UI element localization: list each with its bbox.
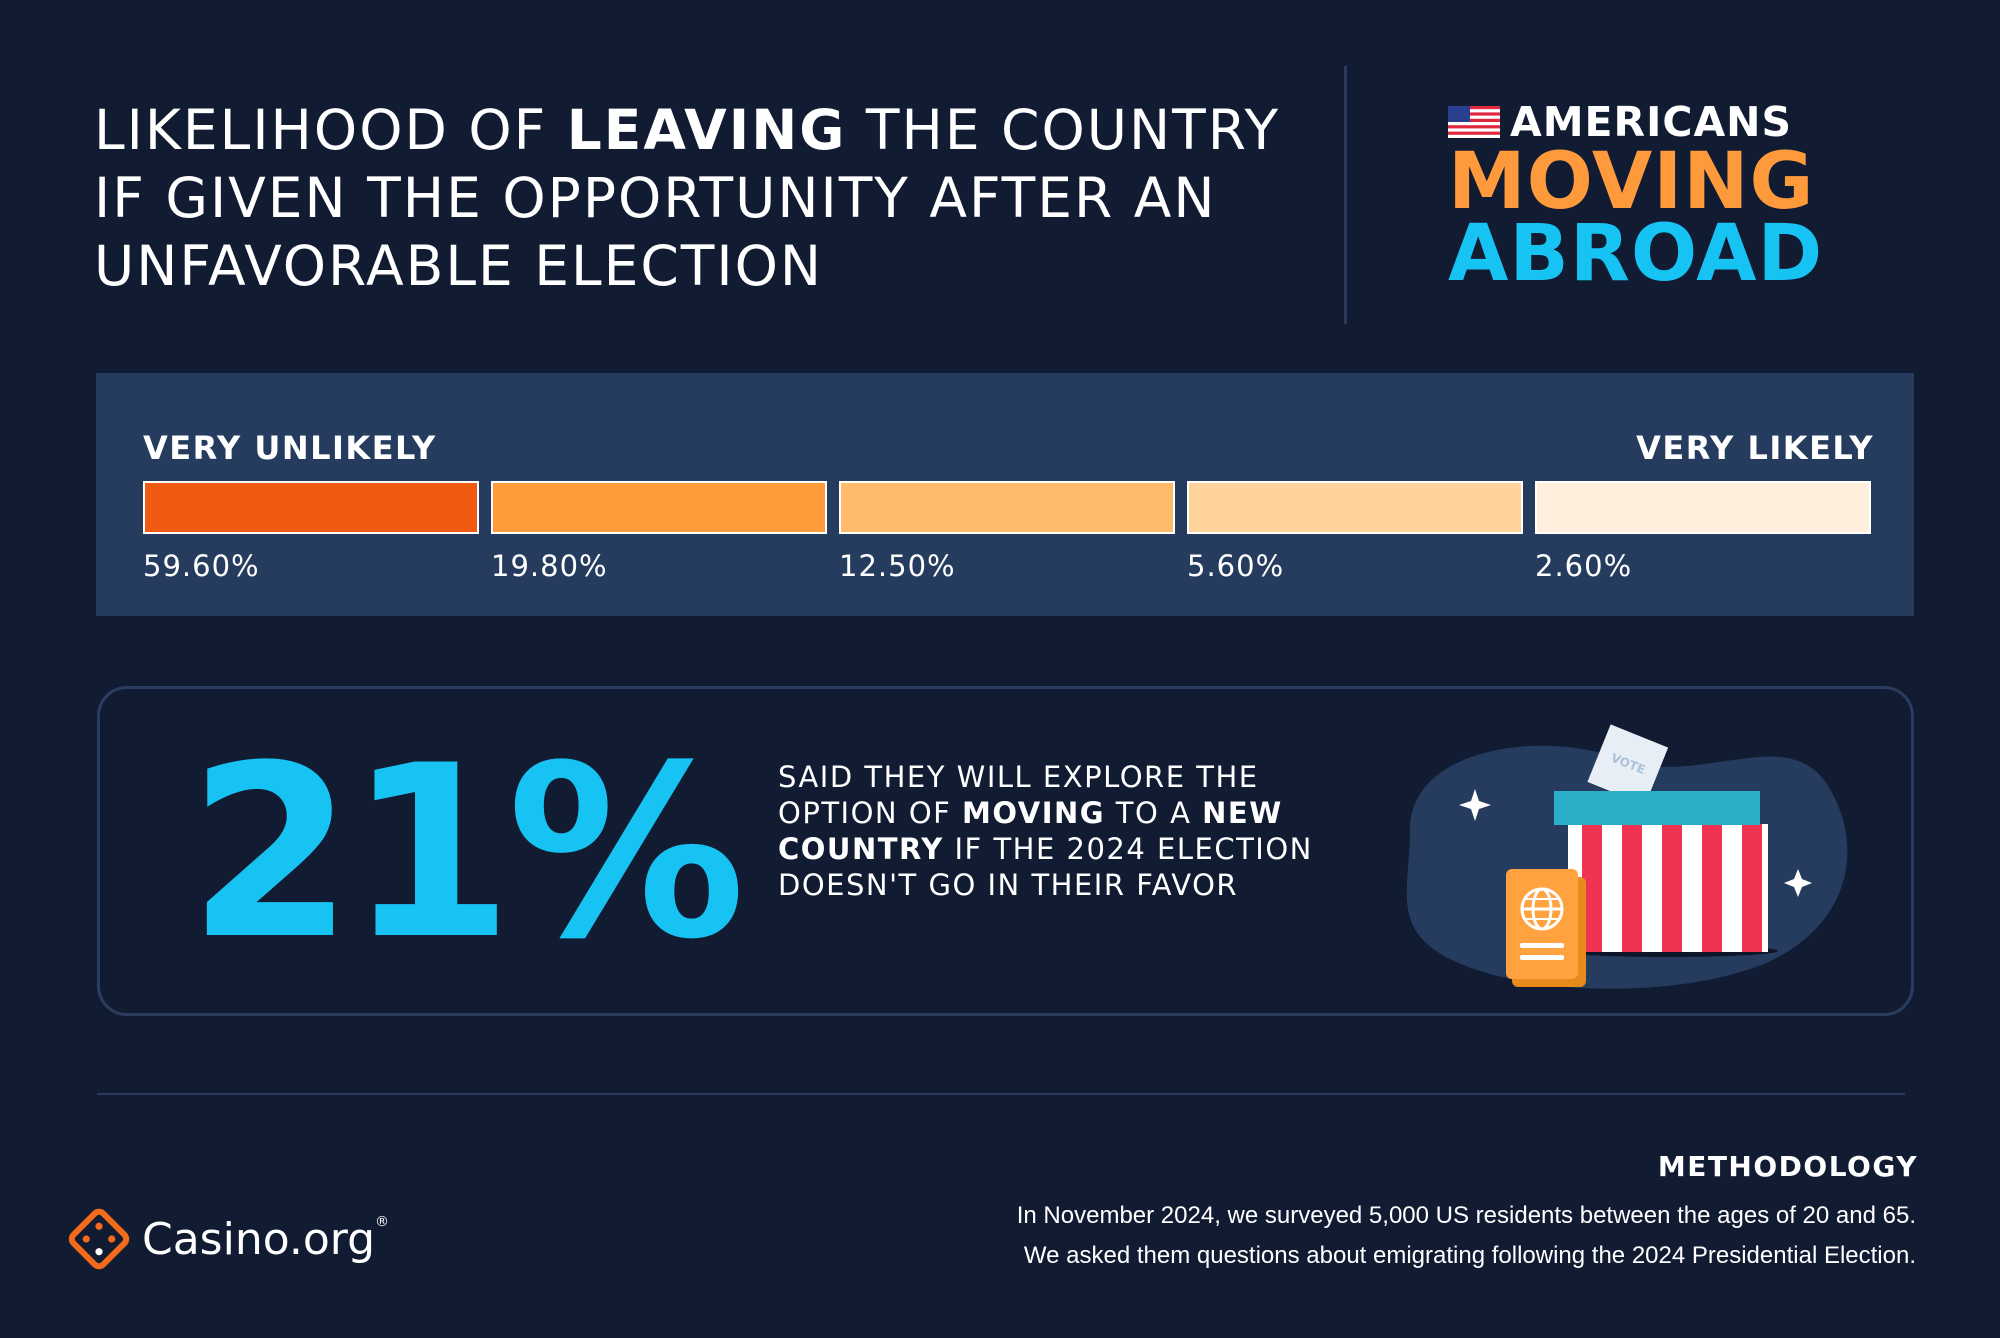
big-stat-21-percent: 21% [188,715,746,992]
scale-value-label-2: 19.80% [491,549,608,583]
registered-mark: ® [375,1213,390,1230]
scale-label-very-unlikely: VERY UNLIKELY [143,429,437,467]
scale-segment-2 [491,481,827,534]
methodology-text: In November 2024, we surveyed 5,000 US r… [816,1196,1916,1276]
methodology-line-1: In November 2024, we surveyed 5,000 US r… [1016,1202,1916,1229]
header-divider [1344,66,1347,324]
casino-org-logo[interactable]: Casino.org® [66,1206,389,1272]
ballot-paper: VOTE [1587,724,1669,806]
methodology-title: METHODOLOGY [1657,1150,1918,1183]
stat-desc-text-2: TO A [1105,796,1203,830]
scale-segment-3 [839,481,1175,534]
brand-moving: MOVING [1448,137,1815,227]
title-text-1: LIKELIHOOD OF [94,98,567,162]
scale-segment-4 [1187,481,1523,534]
likelihood-scale-panel: VERY UNLIKELY VERY LIKELY 59.60% 19.80% 12… [96,373,1914,616]
us-flag-icon [1448,106,1500,138]
footer-divider [97,1093,1905,1095]
logo-text: Casino.org® [142,1213,390,1265]
stat-desc-text-1: SAID THEY WILL EXPLORE THE OPTION OF [778,760,1259,830]
brand-abroad: ABROAD [1448,209,1824,299]
sparkle-icon [1784,869,1812,897]
scale-value-label-1: 59.60% [143,549,260,583]
page-title: LIKELIHOOD OF LEAVING THE COUNTRY IF GIV… [94,96,1334,300]
title-bold-leaving: LEAVING [566,98,847,162]
ballot-box-lid [1554,791,1760,825]
title-text-2: THE COUNTRY IF GIVEN THE OPPORTUNITY AFT… [94,98,1281,298]
scale-segment-1 [143,481,479,534]
casino-diamond-icon [68,1208,130,1270]
stat-desc-text-3: IF THE 2024 ELECTION DOESN'T GO IN THEIR… [778,832,1313,902]
scale-value-label-4: 5.60% [1187,549,1285,583]
scale-label-very-likely: VERY LIKELY [1636,429,1874,467]
methodology-line-2: We asked them questions about emigrating… [1023,1242,1916,1269]
sparkle-icon [1459,789,1491,821]
scale-segment-5 [1535,481,1871,534]
brand-logo: AMERICANS MOVING ABROAD [1448,98,1868,299]
stat-desc-bold-moving: MOVING [962,796,1106,830]
scale-value-label-3: 12.50% [839,549,956,583]
passport-icon [1506,869,1586,987]
stat-description: SAID THEY WILL EXPLORE THE OPTION OF MOV… [778,759,1318,903]
stat-card: 21% SAID THEY WILL EXPLORE THE OPTION OF… [97,686,1914,1016]
brand-americans: AMERICANS [1510,98,1793,146]
ballot-box-passport-illustration: VOTE [1406,724,1848,989]
stat-desc-bold-new-country: NEW COUNTRY [778,796,1283,866]
scale-value-label-5: 2.60% [1535,549,1633,583]
